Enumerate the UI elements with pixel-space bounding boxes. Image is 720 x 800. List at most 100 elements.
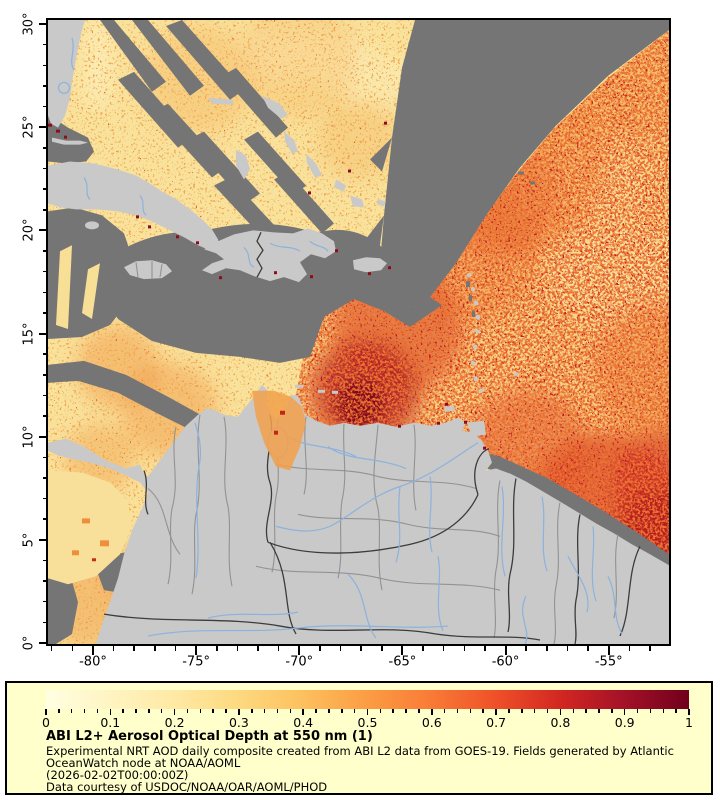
colorbar-minor-tick — [675, 709, 677, 713]
eleuthera-island — [284, 131, 298, 154]
long-island-bahamas — [306, 153, 322, 178]
colorbar-minor-tick — [251, 709, 253, 713]
lon-tick-label: -60° — [491, 654, 520, 670]
landmasses — [48, 20, 669, 644]
lon-tick-label: -65° — [388, 654, 417, 670]
lon-minor-tick — [112, 646, 115, 651]
colorbar-minor-tick — [572, 709, 574, 713]
colorbar-minor-tick — [585, 709, 587, 713]
colorbar-minor-tick — [546, 709, 549, 713]
margarita-island — [444, 405, 455, 412]
lat-tick-label: 15° — [21, 322, 37, 346]
colorbar-major-tick — [431, 709, 433, 715]
legend-inner: 0 0.1 0.2 0.3 0.4 0.5 0.6 0.7 0.8 0.9 1 ABI L2+ Ae… — [7, 683, 711, 794]
lon-tick-label: -70° — [285, 654, 314, 670]
lon-minor-tick — [236, 646, 239, 651]
colorbar-minor-tick — [533, 709, 536, 713]
lon-minor-tick — [628, 646, 631, 651]
colorbar-minor-tick — [636, 709, 639, 713]
florida-landmass — [48, 20, 85, 128]
florida-keys — [52, 137, 88, 145]
colorbar-minor-tick — [58, 709, 60, 713]
colorbar-minor-tick — [186, 709, 189, 713]
hispaniola-landmass — [202, 228, 336, 283]
colorbar-minor-tick — [225, 709, 227, 713]
colorbar-minor-tick — [405, 709, 407, 713]
haiti-dr-border — [256, 232, 264, 278]
state-borders — [135, 261, 619, 644]
colorbar-minor-tick — [521, 709, 523, 713]
lon-minor-tick — [133, 646, 135, 651]
colorbar-tick-label: 0.4 — [293, 715, 314, 730]
legend-title: ABI L2+ Aerosol Optical Depth at 550 nm … — [46, 729, 373, 744]
lesser-antilles-islands — [466, 272, 518, 394]
lon-minor-tick — [360, 646, 362, 651]
colorbar-major-tick — [238, 709, 240, 715]
colorbar-major-tick — [688, 709, 690, 715]
abaco-island — [262, 95, 288, 119]
lat-tick-label: 20° — [21, 218, 37, 242]
curacao-island — [318, 389, 325, 393]
colorbar-tick-label: 0.5 — [357, 715, 378, 730]
lon-minor-tick — [216, 646, 218, 651]
no-data-atlantic-band — [378, 20, 669, 315]
colorbar-minor-tick — [315, 709, 317, 713]
colorbar-minor-tick — [148, 709, 150, 713]
south-america-landmass — [48, 384, 669, 644]
legend-box: 0 0.1 0.2 0.3 0.4 0.5 0.6 0.7 0.8 0.9 1 ABI L2+ Ae… — [5, 681, 713, 795]
lon-tick-label: -55° — [594, 654, 623, 670]
colorbar-minor-tick — [96, 709, 99, 713]
lon-minor-tick — [50, 646, 53, 651]
lon-minor-tick — [566, 646, 569, 651]
lake-okeechobee — [57, 81, 71, 94]
lat-tick-label: 25° — [21, 115, 37, 139]
andros-island — [236, 149, 250, 180]
colorbar-minor-tick — [443, 709, 446, 713]
legend-timestamp: (2026-02-02T00:00:00Z) — [46, 768, 189, 782]
colorbar-tick-label: 0.7 — [486, 715, 507, 730]
lon-minor-tick — [71, 646, 74, 651]
isla-juventud — [85, 221, 99, 230]
lon-major-tick — [607, 646, 610, 655]
colorbar-minor-tick — [289, 709, 292, 713]
colorbar-tick-label: 0.1 — [100, 715, 121, 730]
lon-minor-tick — [257, 646, 259, 651]
coastal-red-specks — [48, 121, 486, 450]
lon-minor-tick — [422, 646, 424, 651]
colorbar-major-tick — [495, 709, 497, 715]
bonaire-island — [332, 390, 338, 394]
lon-minor-tick — [587, 646, 589, 651]
colorbar-minor-tick — [70, 709, 73, 713]
puerto-rico-landmass — [353, 257, 387, 273]
colorbar-minor-tick — [353, 709, 356, 713]
colorbar-minor-tick — [469, 709, 472, 713]
lon-major-tick — [298, 646, 301, 655]
lon-minor-tick — [463, 646, 466, 651]
lon-minor-tick — [381, 646, 383, 651]
lon-minor-tick — [442, 646, 445, 651]
colorbar-tick-label: 0 — [42, 715, 50, 730]
colorbar-minor-tick — [482, 709, 484, 713]
lon-major-tick — [195, 646, 198, 655]
colorbar-minor-tick — [392, 709, 394, 713]
lon-minor-tick — [649, 646, 651, 651]
colorbar-minor-tick — [662, 709, 665, 713]
nw-colombia-aod-patch — [48, 470, 132, 585]
aod-over-land — [48, 390, 306, 585]
colorbar-minor-tick — [263, 709, 266, 713]
colorbar-minor-tick — [276, 709, 279, 713]
no-data-central-caribbean — [100, 223, 442, 363]
aod-colorbar — [46, 690, 689, 709]
lat-tick-label: 0° — [21, 635, 37, 651]
colorbar-minor-tick — [649, 709, 652, 713]
legend-credit: Data courtesy of USDOC/NOAA/OAR/AOML/PHO… — [46, 780, 328, 794]
lon-minor-tick — [525, 646, 527, 651]
lon-minor-tick — [277, 646, 280, 651]
yellow-streaks-in-gray — [56, 245, 100, 330]
lon-minor-tick — [319, 646, 321, 651]
colorbar-minor-tick — [199, 709, 202, 713]
colorbar-tick-label: 0.6 — [421, 715, 442, 730]
lon-tick-label: -75° — [182, 654, 210, 670]
colorbar-minor-tick — [379, 709, 382, 713]
colorbar-major-tick — [173, 709, 176, 715]
